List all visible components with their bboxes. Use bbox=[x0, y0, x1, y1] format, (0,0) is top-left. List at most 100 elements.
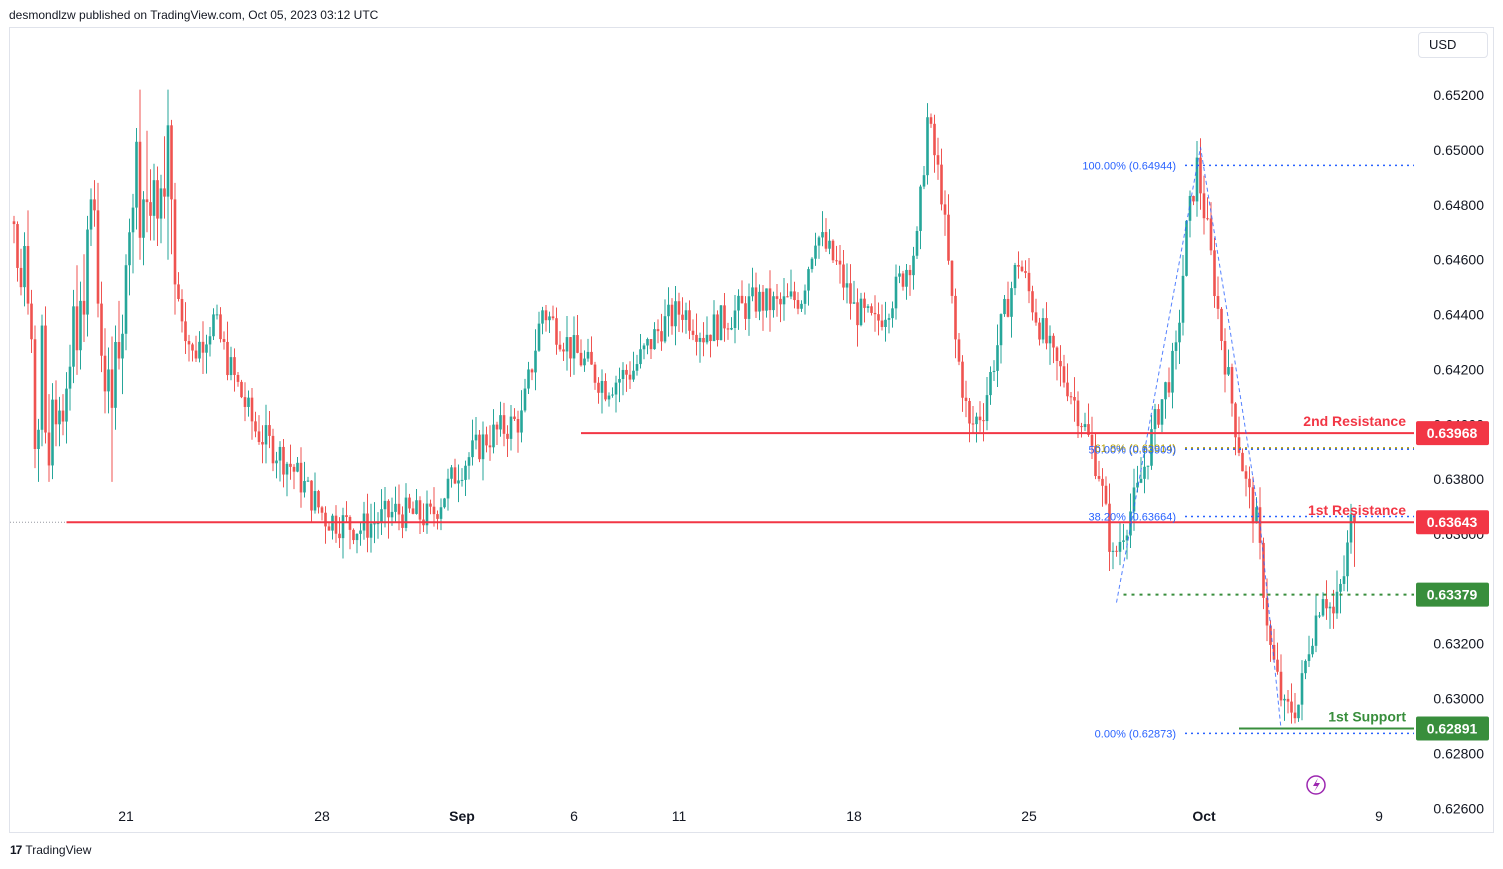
candle-body bbox=[1017, 265, 1020, 267]
candle-body bbox=[1090, 434, 1094, 446]
candle-body bbox=[16, 224, 19, 268]
candle-body bbox=[96, 210, 100, 304]
candle-body bbox=[747, 296, 751, 319]
candle-body bbox=[499, 415, 502, 430]
fib-level-label: 38.20% (0.63664) bbox=[1089, 511, 1176, 523]
candle-body bbox=[82, 300, 86, 315]
candle-body bbox=[922, 175, 926, 187]
candle-body bbox=[103, 355, 107, 392]
candle-body bbox=[1041, 318, 1045, 340]
candle-body bbox=[443, 498, 446, 508]
fibonacci-retracement: 100.00% (0.64944) 61.8% (0.63914)50.00% (… bbox=[1082, 147, 1414, 740]
candle-body bbox=[233, 357, 236, 375]
candle-body bbox=[1335, 591, 1339, 614]
candle-body bbox=[47, 432, 51, 466]
candle-body bbox=[1237, 437, 1241, 453]
candle-body bbox=[740, 295, 744, 304]
candle-body bbox=[86, 229, 89, 315]
candle-body bbox=[985, 395, 989, 422]
candle-body bbox=[121, 333, 124, 359]
candle-body bbox=[677, 301, 681, 315]
time-tick: Sep bbox=[449, 808, 475, 824]
candle-body bbox=[268, 425, 271, 436]
candle-body bbox=[89, 199, 93, 230]
candle-body bbox=[1132, 487, 1136, 512]
candle-body bbox=[726, 328, 730, 330]
candle-body bbox=[761, 291, 765, 311]
candle-body bbox=[954, 295, 957, 340]
price-tick: 0.64200 bbox=[1433, 361, 1484, 377]
candle-body bbox=[1321, 599, 1325, 616]
candle-body bbox=[208, 336, 212, 345]
candle-body bbox=[775, 296, 779, 299]
lightning-icon[interactable] bbox=[1306, 775, 1326, 795]
candle-body bbox=[1027, 272, 1031, 292]
candle-body bbox=[530, 369, 534, 373]
fib-level-label: 50.00% (0.63909) bbox=[1089, 444, 1176, 456]
candle-body bbox=[1150, 429, 1153, 466]
candle-body bbox=[1290, 701, 1293, 713]
candle-body bbox=[1202, 193, 1206, 219]
candle-body bbox=[824, 232, 828, 249]
candle-body bbox=[275, 460, 278, 464]
candle-body bbox=[1031, 291, 1034, 313]
candle-body bbox=[565, 337, 569, 352]
candle-body bbox=[1185, 220, 1188, 276]
candle-body bbox=[72, 306, 75, 367]
candle-body bbox=[597, 382, 600, 393]
currency-button[interactable]: USD bbox=[1418, 32, 1488, 58]
candle-body bbox=[884, 319, 887, 327]
candle-body bbox=[187, 341, 191, 345]
candle-body bbox=[1230, 367, 1234, 404]
candle-body bbox=[975, 416, 978, 425]
time-tick: 6 bbox=[570, 808, 578, 824]
candle-body bbox=[1195, 157, 1199, 202]
candle-body bbox=[51, 399, 54, 466]
tradingview-footer[interactable]: 17 TradingView bbox=[10, 843, 91, 857]
candle-body bbox=[1353, 514, 1356, 524]
candle-body bbox=[656, 329, 660, 332]
candle-body bbox=[12, 221, 16, 225]
price-tag: 0.62891 bbox=[1416, 716, 1489, 741]
candle-body bbox=[901, 273, 905, 287]
candle-body bbox=[1048, 335, 1052, 344]
candle-body bbox=[404, 497, 408, 528]
candle-body bbox=[1209, 218, 1213, 251]
candle-body bbox=[23, 246, 26, 288]
candle-body bbox=[933, 123, 936, 156]
candle-body bbox=[68, 366, 72, 389]
candle-body bbox=[691, 330, 695, 335]
candle-body bbox=[919, 186, 922, 231]
candle-body bbox=[37, 429, 40, 449]
candle-body bbox=[1055, 347, 1059, 361]
level-label: 1st Resistance bbox=[1308, 502, 1406, 518]
price-tag: 0.63379 bbox=[1416, 582, 1489, 607]
candle-body bbox=[803, 290, 807, 304]
candle-body bbox=[261, 442, 264, 445]
candle-body bbox=[159, 188, 163, 219]
candle-body bbox=[856, 302, 859, 326]
candle-body bbox=[352, 529, 355, 541]
candle-body bbox=[1234, 403, 1237, 438]
price-tick: 0.62600 bbox=[1433, 800, 1484, 816]
candle-body bbox=[513, 416, 516, 420]
candle-body bbox=[446, 478, 450, 499]
candle-body bbox=[1076, 400, 1080, 427]
candle-body bbox=[1206, 218, 1209, 220]
candle-body bbox=[999, 314, 1003, 346]
candle-body bbox=[1304, 660, 1307, 674]
fib-level-label: 61.8% (0.63914) bbox=[1095, 443, 1176, 455]
price-tick: 0.64400 bbox=[1433, 307, 1484, 323]
candle-body bbox=[859, 298, 863, 326]
level-label: 1st Support bbox=[1328, 708, 1406, 724]
candle-body bbox=[324, 512, 327, 527]
candle-body bbox=[887, 318, 891, 320]
price-tick: 0.65000 bbox=[1433, 142, 1484, 158]
candle-body bbox=[719, 305, 723, 341]
candle-body bbox=[758, 291, 761, 312]
candle-body bbox=[250, 397, 254, 422]
time-tick: 25 bbox=[1021, 808, 1037, 824]
candle-body bbox=[614, 382, 618, 395]
candle-body bbox=[971, 423, 975, 425]
